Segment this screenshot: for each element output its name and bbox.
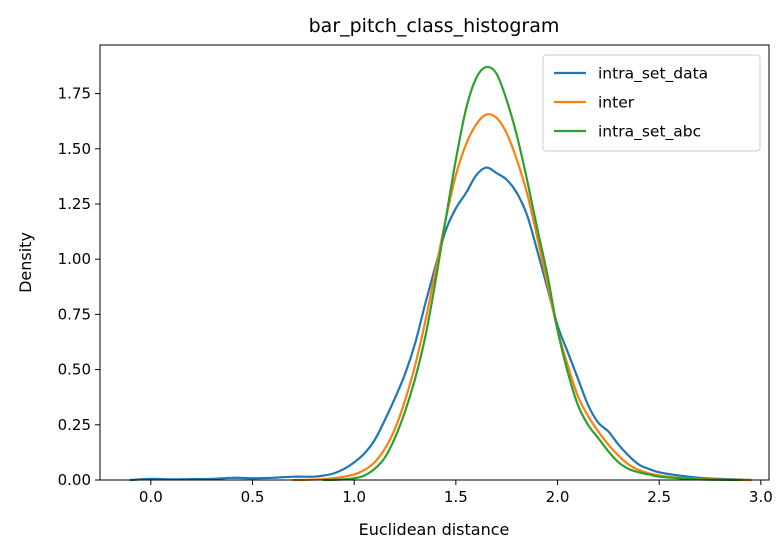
- x-tick-label: 0.0: [139, 488, 163, 506]
- x-tick-label: 1.0: [342, 488, 366, 506]
- y-tick-label: 0.50: [58, 361, 91, 379]
- y-tick-label: 1.25: [58, 195, 91, 213]
- x-tick-label: 3.0: [749, 488, 773, 506]
- x-axis: 0.0 0.5 1.0 1.5 2.0 2.5 3.0: [139, 480, 773, 506]
- x-tick-label: 2.5: [647, 488, 671, 506]
- chart-title: bar_pitch_class_histogram: [309, 15, 560, 37]
- series-line-intra-set-abc: [322, 65, 742, 482]
- y-tick-label: 0.25: [58, 416, 91, 434]
- y-axis-label: Density: [16, 232, 35, 293]
- y-tick-label: 1.75: [58, 85, 91, 103]
- y-tick-label: 0.75: [58, 305, 91, 323]
- legend-label-intra-set-abc: intra_set_abc: [598, 123, 701, 142]
- x-tick-label: 1.5: [444, 488, 468, 506]
- legend-box: [542, 54, 761, 152]
- x-tick-label: 2.0: [546, 488, 570, 506]
- y-tick-label: 1.50: [58, 140, 91, 158]
- series-line-intra-set-data: [129, 166, 752, 482]
- legend-label-inter: inter: [598, 94, 635, 112]
- x-tick-label: 0.5: [241, 488, 265, 506]
- legend-label-intra-set-data: intra_set_data: [598, 65, 708, 84]
- y-tick-label: 0.00: [58, 471, 91, 489]
- y-tick-label: 1.00: [58, 250, 91, 268]
- x-axis-label: Euclidean distance: [359, 520, 510, 539]
- plot-frame: [99, 44, 770, 481]
- series-line-inter: [292, 113, 752, 482]
- y-axis: 0.00 0.25 0.50 0.75 1.00 1.25 1.50 1.75: [58, 85, 100, 489]
- series-group: [129, 65, 752, 482]
